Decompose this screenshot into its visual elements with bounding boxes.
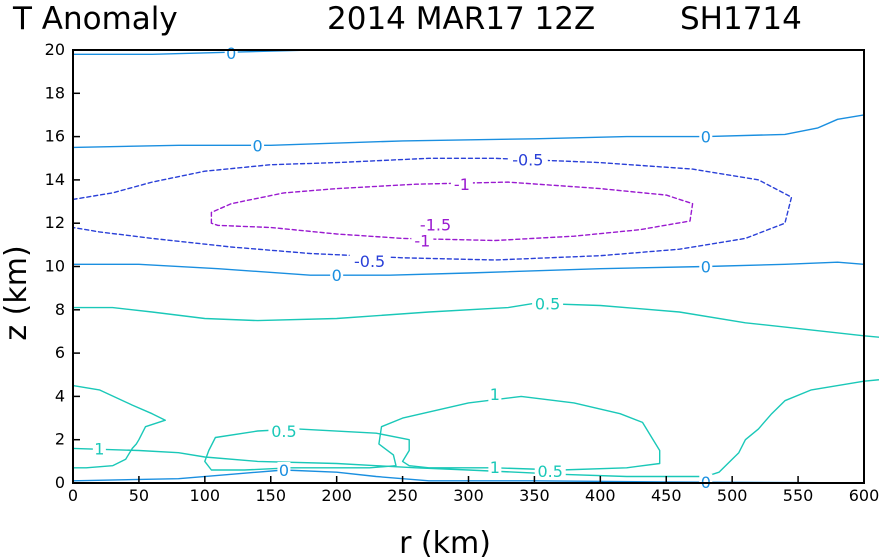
x-axis: 0 50 100 150 200 250 300 350 400 450 500 550 600: [68, 476, 879, 505]
contour-label: 1: [490, 385, 500, 404]
contour-label: -1.5: [420, 215, 451, 234]
contour-label: 0: [252, 136, 262, 155]
contour-pos05-big: [72, 302, 879, 478]
x-tick-label: 0: [68, 486, 78, 505]
contour-label-bg: [330, 267, 344, 284]
x-tick-label: 150: [255, 486, 286, 505]
x-tick-label: 200: [321, 486, 352, 505]
contour-label-bg: [277, 462, 291, 479]
contour-zero-upper: [72, 114, 865, 149]
contour-lines: [72, 49, 879, 484]
contour-neg05: [72, 157, 793, 261]
y-tick-label: 16: [45, 127, 65, 146]
y-tick-label: 2: [55, 430, 65, 449]
x-axis-label: r (km): [399, 526, 491, 559]
y-tick-label: 12: [45, 213, 65, 232]
x-tick-label: 500: [717, 486, 748, 505]
contour-label-bg: [415, 216, 456, 233]
x-tick-label: 600: [849, 486, 879, 505]
contour-zero-mid: [72, 261, 865, 276]
contour-pos1-left: [72, 384, 166, 469]
contour-label-bg: [699, 128, 713, 145]
contour-label: 0: [332, 266, 342, 285]
contour-neg1: [210, 181, 694, 242]
x-tick-label: 50: [129, 486, 149, 505]
contour-label: -0.5: [512, 150, 543, 169]
contour-label-bg: [411, 232, 434, 249]
contour-label-bg: [699, 258, 713, 275]
contour-label-bg: [349, 253, 390, 270]
x-tick-label: 550: [783, 486, 814, 505]
contour-label: 0: [226, 44, 236, 63]
y-tick-label: 0: [55, 473, 65, 492]
y-tick-label: 4: [55, 386, 65, 405]
contour-label: -1: [454, 175, 470, 194]
contour-label: 0.5: [535, 294, 560, 313]
x-tick-label: 100: [190, 486, 221, 505]
chart-title-left: T Anomaly: [12, 1, 178, 37]
contour-labels: 00 0-0.5-1-1.5-1-0.50 00.510.511 0.500: [92, 44, 713, 492]
x-tick-label: 250: [387, 486, 418, 505]
contour-label-bg: [534, 463, 566, 480]
contour-label: 0: [701, 258, 711, 277]
y-tick-label: 10: [45, 257, 65, 276]
contour-label-bg: [699, 473, 713, 490]
y-tick-label: 14: [45, 170, 65, 189]
y-axis-label: z (km): [0, 245, 34, 340]
contour-label-bg: [507, 151, 548, 168]
contour-label: 0: [701, 128, 711, 147]
y-axis: 0 2 4 6 8 10 12 14 16 18 20: [45, 40, 80, 492]
chart-title-center: 2014 MAR17 12Z: [327, 1, 595, 37]
contour-label: 0.5: [271, 422, 296, 441]
x-tick-label: 450: [651, 486, 682, 505]
y-tick-label: 20: [45, 40, 65, 59]
y-tick-label: 18: [45, 83, 65, 102]
contour-pos05-mid: [204, 395, 661, 471]
contour-label: -0.5: [354, 252, 385, 271]
contour-label: 1: [490, 458, 500, 477]
x-tick-label: 350: [519, 486, 550, 505]
contour-label-bg: [488, 386, 502, 403]
contour-label: 0.5: [538, 462, 563, 481]
y-tick-label: 8: [55, 300, 65, 319]
x-tick-label: 400: [585, 486, 616, 505]
y-tick-label: 6: [55, 343, 65, 362]
contour-label-bg: [92, 440, 106, 457]
chart-title-right: SH1714: [680, 1, 802, 37]
contour-label-bg: [268, 423, 300, 440]
contour-label-bg: [532, 295, 564, 312]
contour-label: 0: [279, 461, 289, 480]
contour-label: 1: [94, 439, 104, 458]
contour-label-bg: [251, 137, 265, 154]
plot-frame: [72, 49, 865, 484]
contour-label-bg: [488, 458, 502, 475]
contour-label-bg: [450, 176, 473, 193]
x-tick-label: 300: [453, 486, 484, 505]
contour-label: -1: [414, 232, 430, 251]
